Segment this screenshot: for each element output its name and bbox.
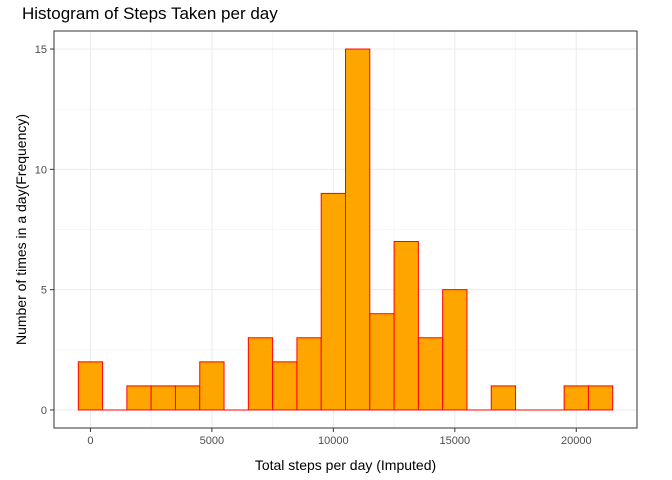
histogram-bar [442,289,468,411]
y-tick-label: 15 [35,44,47,56]
x-tick-label: 10000 [318,435,349,447]
x-tick-label: 5000 [200,435,224,447]
histogram-bar [490,385,517,411]
y-tick-label: 10 [35,164,47,176]
y-tick-label: 5 [41,285,47,297]
x-axis-title: Total steps per day (Imputed) [255,457,436,473]
y-axis-title: Number of times in a day(Frequency) [13,114,29,345]
x-tick-label: 15000 [440,435,471,447]
histogram-bar [369,313,395,411]
y-axis: 0 5 10 15 [35,44,54,417]
histogram-bars [77,48,614,411]
histogram-bar [150,385,176,411]
y-tick-label: 0 [41,405,47,417]
histogram-bar [77,361,104,411]
histogram-bar [563,385,589,411]
histogram-bar [320,192,347,411]
panel-border [53,30,638,429]
histogram-bar [199,361,225,411]
histogram-bar [126,385,152,411]
histogram-bar [272,361,298,411]
histogram-bar [247,337,274,411]
histogram-bar [417,337,444,411]
histogram-bar [587,385,614,411]
x-axis: 0 5000 10000 15000 20000 [87,428,592,447]
histogram-bar [296,337,322,411]
histogram-bar [174,385,201,411]
x-tick-label: 20000 [561,435,592,447]
histogram-bar [345,48,371,411]
histogram-bar [393,241,419,411]
x-tick-label: 0 [87,435,93,447]
chart-title: Histogram of Steps Taken per day [22,4,278,23]
